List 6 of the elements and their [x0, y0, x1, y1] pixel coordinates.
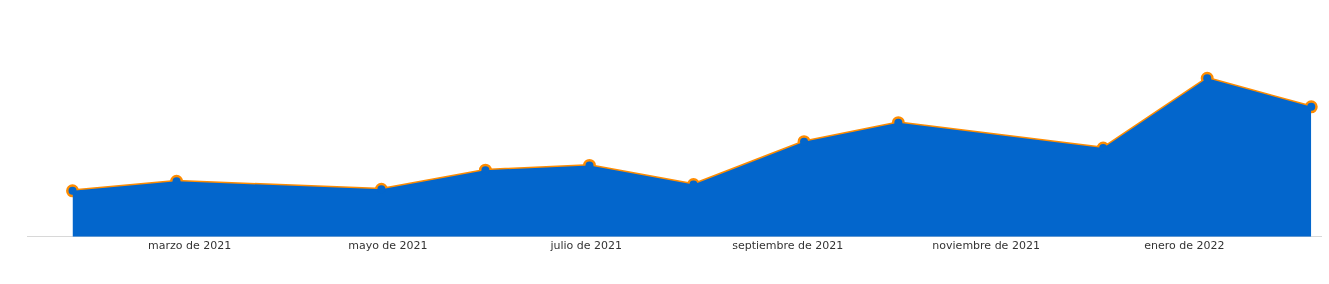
x-tick-label: mayo de 2021 [348, 239, 428, 253]
x-tick-label: noviembre de 2021 [932, 239, 1040, 253]
x-tick-label: marzo de 2021 [147, 239, 232, 253]
x-tick-label: julio de 2021 [549, 239, 623, 253]
x-tick-label: enero de 2022 [1144, 239, 1225, 253]
x-tick-label: septiembre de 2021 [732, 239, 844, 253]
